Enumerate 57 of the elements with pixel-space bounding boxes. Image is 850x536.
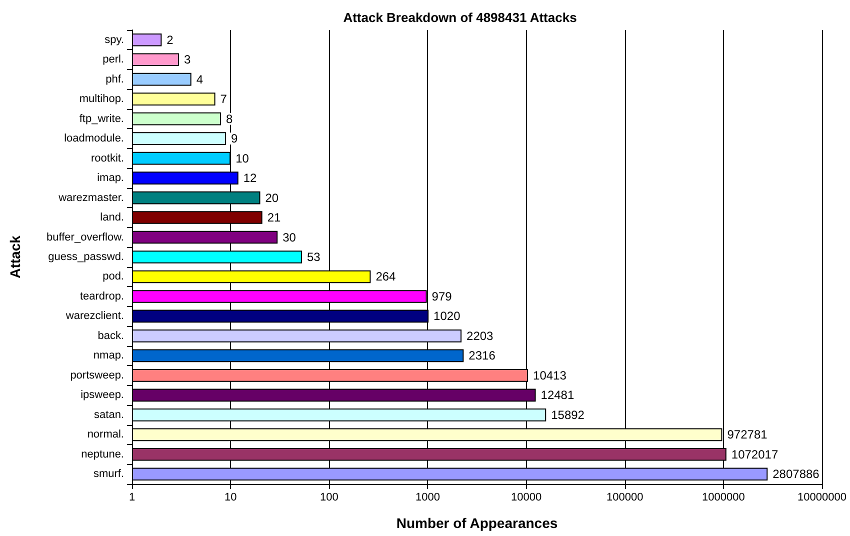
y-tick-label: imap. xyxy=(97,172,124,184)
x-tick-label: 100 xyxy=(320,492,338,504)
y-tick-label: warezclient. xyxy=(64,310,124,322)
data-label: 21 xyxy=(267,210,282,225)
y-tick-label: spy. xyxy=(104,34,124,46)
data-label: 10413 xyxy=(533,368,567,382)
data-label: 12481 xyxy=(540,388,574,402)
data-label: 15892 xyxy=(551,408,585,422)
data-label: 20 xyxy=(265,190,279,205)
data-label: 30 xyxy=(282,230,296,244)
x-tick-label: 100000 xyxy=(606,492,644,504)
y-tick-label: portsweep. xyxy=(70,369,124,382)
y-tick-label: buffer_overflow. xyxy=(46,231,124,244)
y-tick-label: back. xyxy=(98,330,124,342)
y-axis-title: Attack xyxy=(7,235,23,278)
x-tick-label: 10000000 xyxy=(798,492,846,504)
data-label: 8 xyxy=(226,112,234,126)
y-tick-label: nmap. xyxy=(93,350,124,362)
data-label: 2807886 xyxy=(772,467,820,482)
y-tick-label: ipsweep. xyxy=(80,389,124,402)
y-tick-label: perl. xyxy=(102,54,124,66)
data-label: 1072017 xyxy=(731,447,778,462)
data-label: 53 xyxy=(306,250,321,264)
y-tick-label: neptune. xyxy=(81,448,124,460)
data-label: 264 xyxy=(376,270,396,284)
y-tick-label: multihop. xyxy=(79,93,124,106)
data-label: 9 xyxy=(231,132,238,146)
data-label: 2203 xyxy=(466,328,494,343)
data-label: 10 xyxy=(236,151,250,166)
y-tick-label: teardrop. xyxy=(80,290,124,302)
y-tick-label: smurf. xyxy=(93,468,124,480)
y-tick-label: ftp_write. xyxy=(79,112,124,125)
y-tick-label: rootkit. xyxy=(90,152,124,164)
data-label: 979 xyxy=(432,289,452,304)
data-label: 2316 xyxy=(468,348,496,363)
y-tick-label: phf. xyxy=(106,73,124,86)
data-label: 2 xyxy=(166,32,174,47)
data-label: 12 xyxy=(243,171,258,186)
data-label: 972781 xyxy=(727,428,768,442)
data-label: 4 xyxy=(196,72,204,86)
y-tick-label: loadmodule. xyxy=(64,132,124,145)
data-label: 7 xyxy=(220,92,228,106)
x-tick-label: 10 xyxy=(224,492,237,504)
y-tick-label: land. xyxy=(100,212,124,224)
x-axis-title: Number of Appearances xyxy=(396,515,558,531)
y-tick-label: warezmaster. xyxy=(58,192,124,204)
x-tick-label: 1000 xyxy=(415,492,440,504)
x-tick-label: 1000000 xyxy=(702,492,745,504)
x-tick-label: 10000 xyxy=(510,492,542,504)
data-label: 1020 xyxy=(434,309,461,324)
y-tick-label: pod. xyxy=(102,270,124,283)
chart-title: Attack Breakdown of 4898431 Attacks xyxy=(343,10,577,25)
x-tick-label: 1 xyxy=(128,492,136,504)
y-tick-label: satan. xyxy=(94,408,124,421)
y-tick-label: guess_passwd. xyxy=(48,251,124,263)
data-label: 3 xyxy=(184,52,192,67)
y-tick-label: normal. xyxy=(87,428,124,441)
